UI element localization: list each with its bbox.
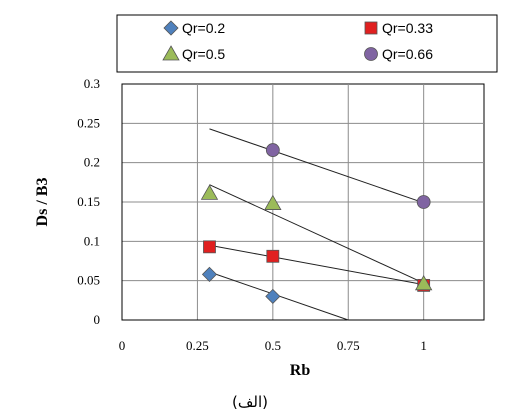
data-point-series-3 [200,184,219,200]
legend-marker-2 [364,21,378,35]
y-tick-label: 0.15 [77,194,100,209]
y-tick-label: 0.3 [84,76,100,91]
x-tick-label: 0.75 [337,338,360,353]
legend-label-4: Qr=0.66 [382,46,433,62]
data-point-series-1 [265,288,281,304]
tick-labels: 0 0.05 0.1 0.15 0.2 0.25 0.3 0 0.25 0.5 0.75 1 [77,76,427,353]
legend-label-1: Qr=0.2 [182,20,225,36]
data-markers [200,143,433,304]
legend-label-2: Qr=0.33 [382,20,433,36]
trendlines [209,128,424,321]
legend-marker-3 [162,45,180,61]
data-point-series-4 [416,195,431,209]
data-point-series-2 [266,249,280,263]
trendline-2 [209,244,424,286]
legend-box [116,14,498,73]
legend: Qr=0.2 Qr=0.33 Qr=0.5 Qr=0.66 [162,20,433,62]
y-tick-label: 0.1 [84,233,100,248]
y-axis-title: Ds / B3 [34,178,51,227]
x-tick-label: 0.5 [265,338,281,353]
x-tick-label: 0 [119,338,126,353]
x-tick-label: 1 [420,338,427,353]
trendline-4 [209,128,424,204]
y-tick-label: 0.05 [77,273,100,288]
data-point-series-3 [414,275,433,291]
x-axis-title: Rb [290,362,311,379]
y-tick-label: 0 [94,312,101,327]
data-point-series-4 [265,143,280,157]
y-tick-label: 0.25 [77,115,100,130]
figure-caption: (الف) [232,393,268,411]
y-tick-label: 0.2 [84,155,100,170]
data-point-series-1 [201,266,218,282]
legend-label-3: Qr=0.5 [182,46,225,62]
data-point-series-2 [203,240,216,254]
legend-marker-4 [364,47,378,61]
legend-marker-1 [163,20,179,36]
trendline-3 [209,184,424,284]
data-point-series-3 [264,194,282,210]
x-tick-label: 0.25 [186,338,209,353]
